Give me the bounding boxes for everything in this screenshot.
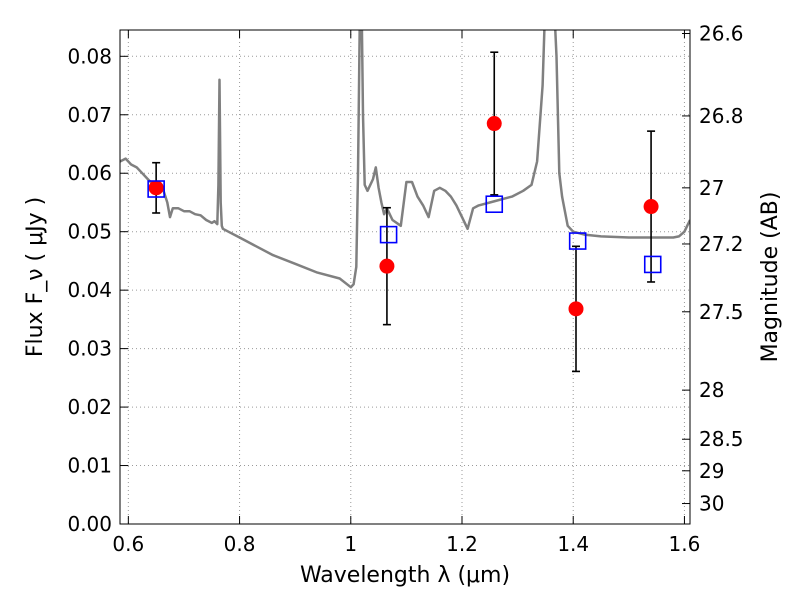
x-tick-label: 1.2 [446, 532, 478, 556]
model-photometry-square [147, 180, 165, 198]
right-tick-label: 29 [699, 459, 724, 483]
observed-point [379, 258, 395, 274]
grid [120, 30, 690, 525]
plot-area [120, 30, 690, 373]
model-photometry-square [379, 225, 398, 244]
x-tick-label: 1.4 [557, 532, 589, 556]
model-photometry-square [568, 232, 587, 250]
right-tick-label: 26.8 [699, 104, 744, 128]
right-tick-label: 27.2 [699, 232, 744, 256]
observed-point [148, 180, 164, 196]
y-axis-label-right: Magnitude (AB) [758, 192, 783, 363]
model-photometry-square [643, 255, 662, 274]
y-tick-label: 0.05 [67, 220, 112, 244]
plot-frame [119, 29, 691, 525]
y-tick-label: 0.04 [67, 278, 112, 302]
x-axis-label: Wavelength λ (μm) [300, 563, 510, 588]
x-tick-label: 0.8 [224, 532, 256, 556]
x-tick-label: 1.6 [669, 532, 701, 556]
y-tick-label: 0.06 [67, 161, 112, 185]
observed-point [643, 199, 659, 215]
right-tick-label: 30 [699, 492, 724, 516]
y-tick-label: 0.01 [67, 454, 112, 478]
y-tick-label: 0.07 [67, 103, 112, 127]
x-tick-label: 0.6 [112, 532, 144, 556]
observed-point [568, 301, 584, 317]
model-photometry-square [485, 195, 504, 214]
y-axis-label: Flux F_ν ( μJy ) [23, 197, 48, 357]
ticks: 0.6 0.8 1 1.2 1.4 1.6 0.00 0.01 0.02 0.03 0.04 0.05… [67, 22, 743, 556]
right-tick-label: 27 [699, 176, 724, 200]
right-tick-label: 28.5 [699, 427, 744, 451]
y-tick-label: 0.02 [67, 395, 112, 419]
observed-point [486, 116, 502, 132]
y-tick-label: 0.03 [67, 337, 112, 361]
y-tick-label: 0.08 [67, 44, 112, 68]
right-tick-label: 26.6 [699, 22, 744, 46]
right-tick-label: 27.5 [699, 300, 744, 324]
x-tick-label: 1 [344, 532, 357, 556]
y-tick-label: 0.00 [67, 512, 112, 536]
model-spectrum-line [120, 30, 690, 289]
right-tick-label: 28 [699, 378, 724, 402]
